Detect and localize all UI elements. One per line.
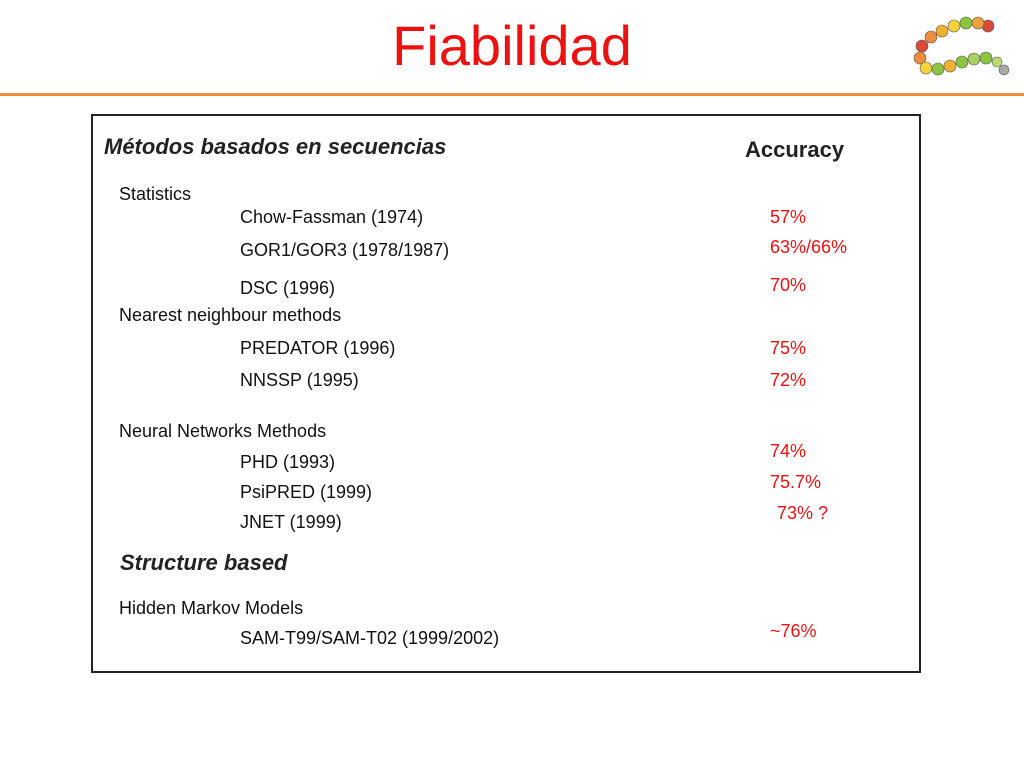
section-heading-sequence-methods: Métodos basados en secuencias: [104, 134, 447, 159]
method-accuracy: 63%/66%: [770, 237, 848, 257]
slide-title: Fiabilidad: [392, 14, 632, 77]
method-name: PREDATOR (1996): [240, 338, 396, 358]
method-name: GOR1/GOR3 (1978/1987): [240, 240, 450, 260]
method-name: NNSSP (1995): [240, 370, 359, 390]
title-underline: [0, 93, 1024, 96]
method-accuracy: 72%: [770, 370, 807, 390]
method-name: DSC (1996): [240, 278, 336, 298]
accuracy-column-header: Accuracy: [745, 137, 845, 162]
method-accuracy: 70%: [770, 275, 807, 295]
group-label-neural-networks: Neural Networks Methods: [119, 421, 327, 441]
method-accuracy: 57%: [770, 207, 807, 227]
group-label-hidden-markov-models: Hidden Markov Models: [119, 598, 304, 618]
method-accuracy: 75%: [770, 338, 807, 358]
amino-acid-chain-logo-icon: [913, 16, 1010, 76]
method-accuracy: ~76%: [770, 621, 817, 641]
group-label-nearest-neighbour: Nearest neighbour methods: [119, 305, 342, 325]
method-accuracy: 75.7%: [770, 472, 822, 492]
method-name: Chow-Fassman (1974): [240, 207, 424, 227]
method-name: PsiPRED (1999): [240, 482, 373, 502]
accuracy-table-panel: [91, 114, 921, 673]
method-name: JNET (1999): [240, 512, 342, 532]
method-name: SAM-T99/SAM-T02 (1999/2002): [240, 628, 500, 648]
group-label-statistics: Statistics: [119, 184, 192, 204]
method-accuracy: 74%: [770, 441, 807, 461]
section-heading-structure-based: Structure based: [120, 550, 288, 575]
method-accuracy: 73% ?: [777, 503, 829, 523]
method-name: PHD (1993): [240, 452, 336, 472]
